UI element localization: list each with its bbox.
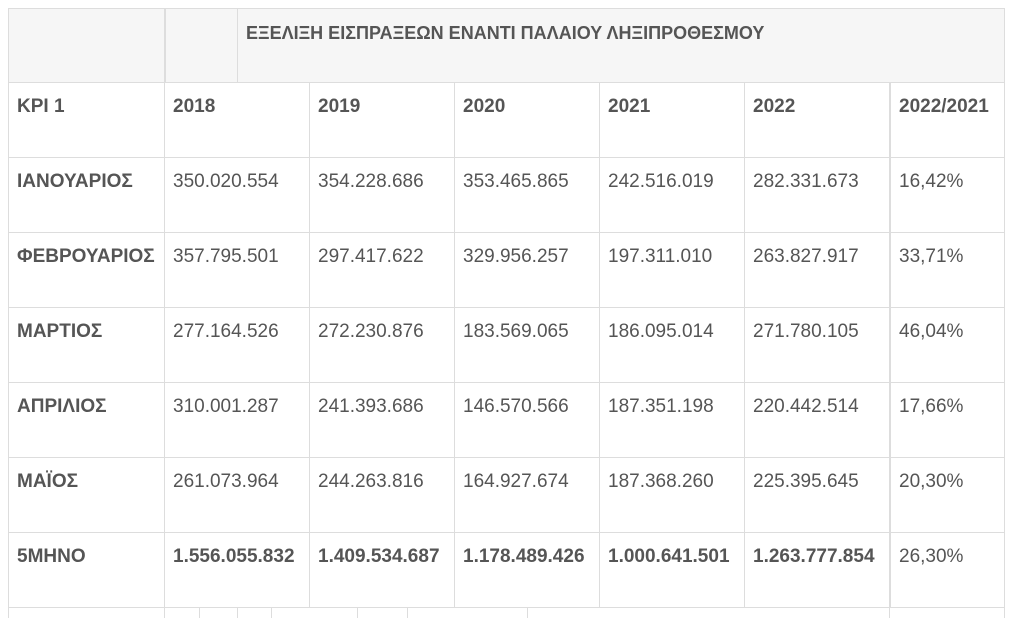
data-cell: 20,30% (890, 458, 1005, 533)
column-header: 2022 (745, 83, 890, 158)
partial-cell (358, 608, 408, 618)
data-cell: 187.351.198 (600, 383, 745, 458)
data-cell: 272.230.876 (310, 308, 455, 383)
data-cell: 146.570.566 (455, 383, 600, 458)
data-cell: 197.311.010 (600, 233, 745, 308)
data-cell: 26,30% (890, 533, 1005, 608)
table-title: ΕΞΕΛΙΞΗ ΕΙΣΠΡΑΞΕΩΝ ΕΝΑΝΤΙ ΠΑΛΑΙΟΥ ΛΗΞΙΠΡ… (238, 8, 1005, 83)
column-header: KPI 1 (8, 83, 165, 158)
data-cell: 186.095.014 (600, 308, 745, 383)
column-header: 2018 (165, 83, 310, 158)
partial-cell (200, 608, 238, 618)
partial-cell (165, 608, 200, 618)
header-empty-cell (8, 8, 165, 83)
data-cell: 354.228.686 (310, 158, 455, 233)
data-cell: 164.927.674 (455, 458, 600, 533)
data-cell: 33,71% (890, 233, 1005, 308)
row-label: ΑΠΡΙΛΙΟΣ (8, 383, 165, 458)
data-cell: 17,66% (890, 383, 1005, 458)
data-cell: 220.442.514 (745, 383, 890, 458)
partial-cell (528, 608, 890, 618)
data-cell: 187.368.260 (600, 458, 745, 533)
data-cell: 277.164.526 (165, 308, 310, 383)
row-label: ΙΑΝΟΥΑΡΙΟΣ (8, 158, 165, 233)
data-cell: 242.516.019 (600, 158, 745, 233)
data-cell: 1.409.534.687 (310, 533, 455, 608)
row-label: 5ΜΗΝΟ (8, 533, 165, 608)
data-cell: 310.001.287 (165, 383, 310, 458)
data-cell: 46,04% (890, 308, 1005, 383)
column-header: 2021 (600, 83, 745, 158)
partial-cell (8, 608, 165, 618)
data-cell: 271.780.105 (745, 308, 890, 383)
data-cell: 16,42% (890, 158, 1005, 233)
data-cell: 1.000.641.501 (600, 533, 745, 608)
partial-cell (238, 608, 272, 618)
partial-cell (408, 608, 528, 618)
column-header: 2020 (455, 83, 600, 158)
column-header: 2022/2021 (890, 83, 1005, 158)
row-label: ΦΕΒΡΟΥΑΡΙΟΣ (8, 233, 165, 308)
data-cell: 1.178.489.426 (455, 533, 600, 608)
data-cell: 297.417.622 (310, 233, 455, 308)
row-label: ΜΑΪΟΣ (8, 458, 165, 533)
header-spacer-cell (165, 8, 238, 83)
row-label: ΜΑΡΤΙΟΣ (8, 308, 165, 383)
data-cell: 183.569.065 (455, 308, 600, 383)
data-cell: 1.263.777.854 (745, 533, 890, 608)
data-cell: 353.465.865 (455, 158, 600, 233)
data-cell: 1.556.055.832 (165, 533, 310, 608)
data-cell: 261.073.964 (165, 458, 310, 533)
partial-cell (272, 608, 358, 618)
data-cell: 241.393.686 (310, 383, 455, 458)
partial-cell (890, 608, 1005, 618)
column-header: 2019 (310, 83, 455, 158)
data-cell: 329.956.257 (455, 233, 600, 308)
data-cell: 357.795.501 (165, 233, 310, 308)
data-cell: 225.395.645 (745, 458, 890, 533)
data-cell: 244.263.816 (310, 458, 455, 533)
data-cell: 282.331.673 (745, 158, 890, 233)
data-cell: 263.827.917 (745, 233, 890, 308)
data-cell: 350.020.554 (165, 158, 310, 233)
